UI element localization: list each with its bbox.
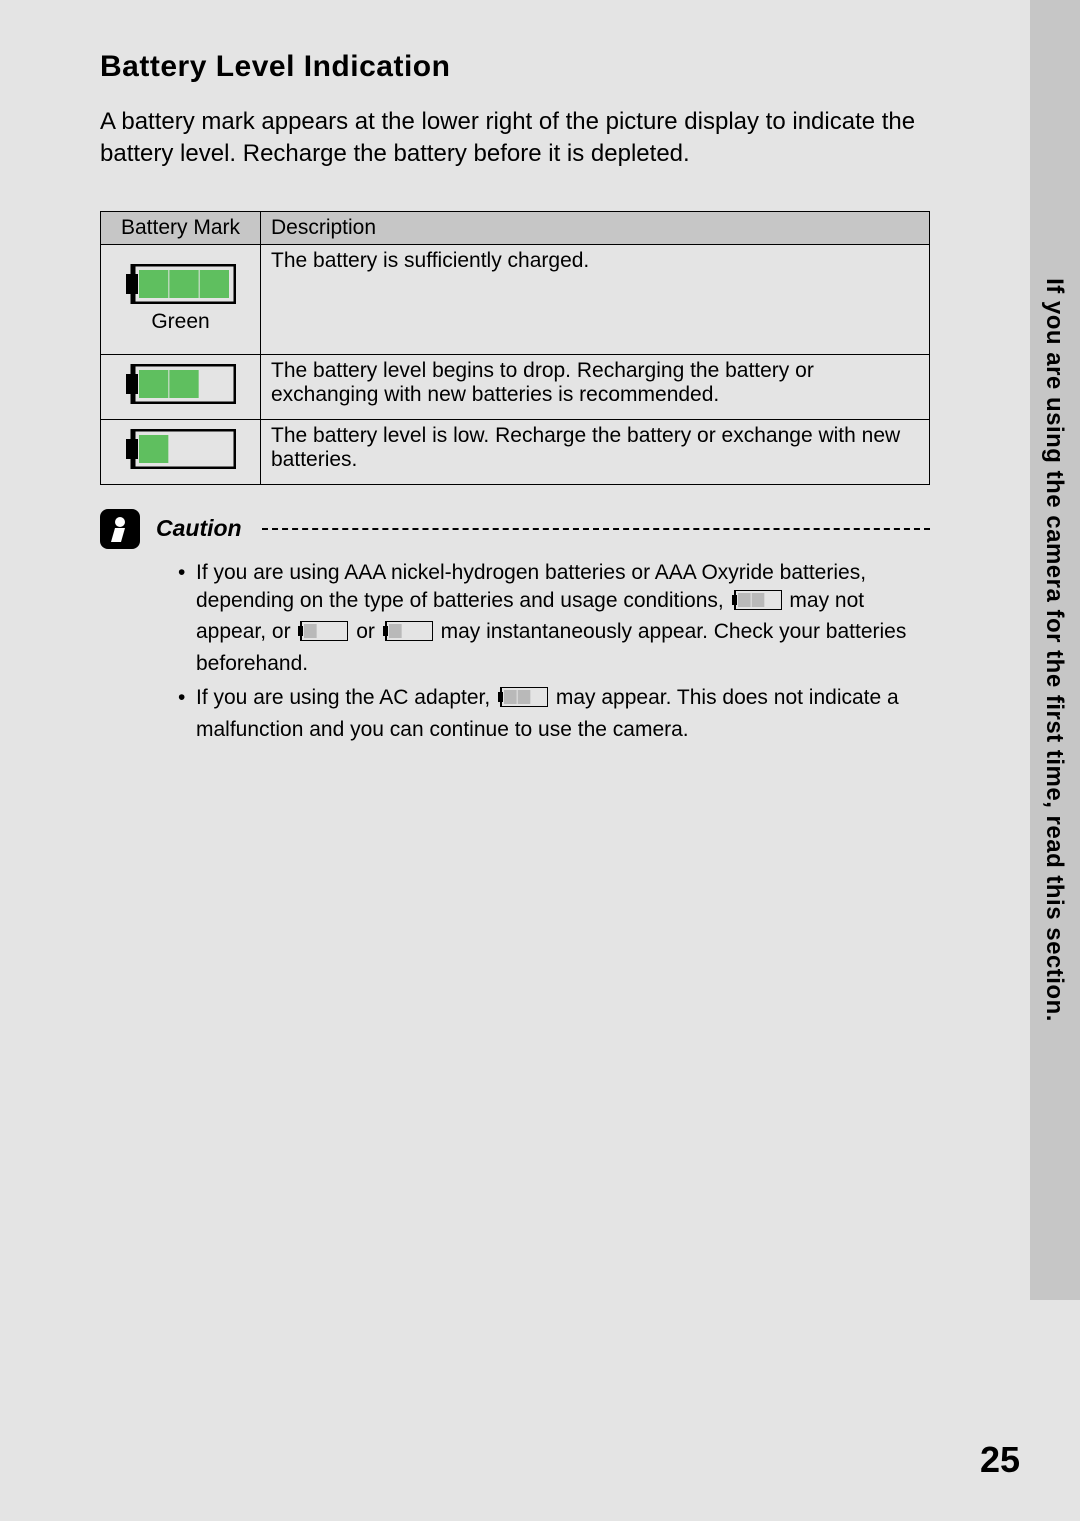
battery-full-icon <box>126 286 236 309</box>
desc-cell: The battery is sufficiently charged. <box>261 244 930 354</box>
battery-mid-icon <box>126 386 236 409</box>
mark-label: Green <box>151 310 209 333</box>
caution-block: Caution If you are using AAA nickel-hydr… <box>100 509 930 744</box>
side-tab: If you are using the camera for the firs… <box>1030 0 1080 1300</box>
page-number: 25 <box>980 1439 1020 1481</box>
th-desc: Description <box>261 211 930 244</box>
table-row: The battery level is low. Recharge the b… <box>101 419 930 484</box>
table-row: Green The battery is sufficiently charge… <box>101 244 930 354</box>
battery-mid-inline-icon <box>732 590 782 618</box>
battery-table: Battery Mark Description Green The batte… <box>100 211 930 485</box>
th-mark: Battery Mark <box>101 211 261 244</box>
battery-low-inline-icon <box>298 621 348 649</box>
caution-dash-line <box>262 528 930 530</box>
caution-item-2: If you are using the AC adapter, may app… <box>178 684 930 744</box>
desc-cell: The battery level is low. Recharge the b… <box>261 419 930 484</box>
main-content: Battery Level Indication A battery mark … <box>100 50 930 750</box>
caution-item-1: If you are using AAA nickel-hydrogen bat… <box>178 559 930 678</box>
battery-tbody: Green The battery is sufficiently charge… <box>101 244 930 484</box>
battery-low-icon <box>126 451 236 474</box>
table-row: The battery level begins to drop. Rechar… <box>101 354 930 419</box>
caution-icon <box>100 509 140 549</box>
battery-mid-inline-icon-2 <box>498 687 548 715</box>
desc-cell: The battery level begins to drop. Rechar… <box>261 354 930 419</box>
intro-paragraph: A battery mark appears at the lower righ… <box>100 106 930 171</box>
side-tab-label: If you are using the camera for the firs… <box>1040 278 1068 1022</box>
caution-label: Caution <box>156 515 242 542</box>
caution-list: If you are using AAA nickel-hydrogen bat… <box>178 559 930 744</box>
battery-low-inline-icon-2 <box>383 621 433 649</box>
page-title: Battery Level Indication <box>100 50 930 84</box>
